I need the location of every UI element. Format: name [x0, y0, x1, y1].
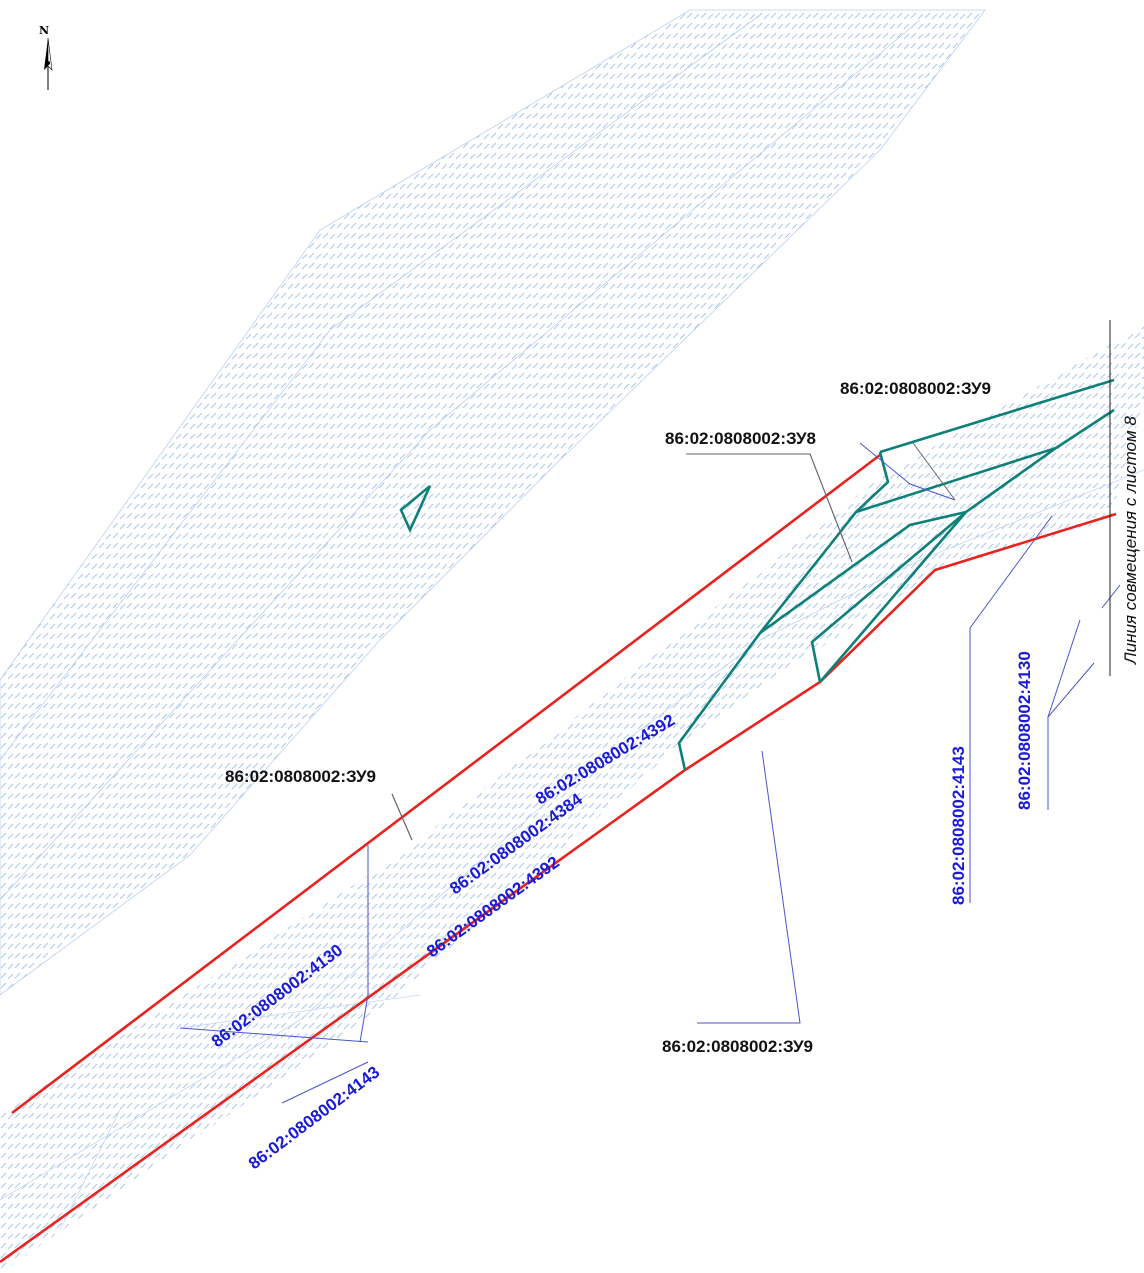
parcel-zu9-top	[828, 378, 1115, 546]
label-zu9-left: 86:02:0808002:ЗУ9	[225, 767, 376, 786]
boundary-line-upper	[11, 453, 881, 1115]
label-zu8: 86:02:0808002:ЗУ8	[665, 429, 816, 448]
parcel-zu9-left	[399, 484, 432, 534]
sheet-joint-note: Линия совмещения с листом 8	[1121, 416, 1140, 665]
hatched-area-upper-lines	[0, 14, 921, 901]
parcel-zu8	[677, 408, 1115, 771]
leader-lines	[179, 442, 1121, 1104]
label-zu9-bottom: 86:02:0808002:ЗУ9	[662, 1037, 813, 1056]
leader-lines-dark	[391, 442, 956, 841]
label-zu9-top: 86:02:0808002:ЗУ9	[840, 379, 991, 398]
hatched-area-upper	[0, 9, 986, 996]
label-4143-right: 86:02:0808002:4143	[949, 746, 968, 905]
hatched-area-corridor-lines	[0, 469, 1144, 1231]
north-arrow-icon: N	[39, 24, 53, 90]
north-label: N	[39, 24, 49, 37]
label-4130-right: 86:02:0808002:4130	[1015, 651, 1034, 810]
